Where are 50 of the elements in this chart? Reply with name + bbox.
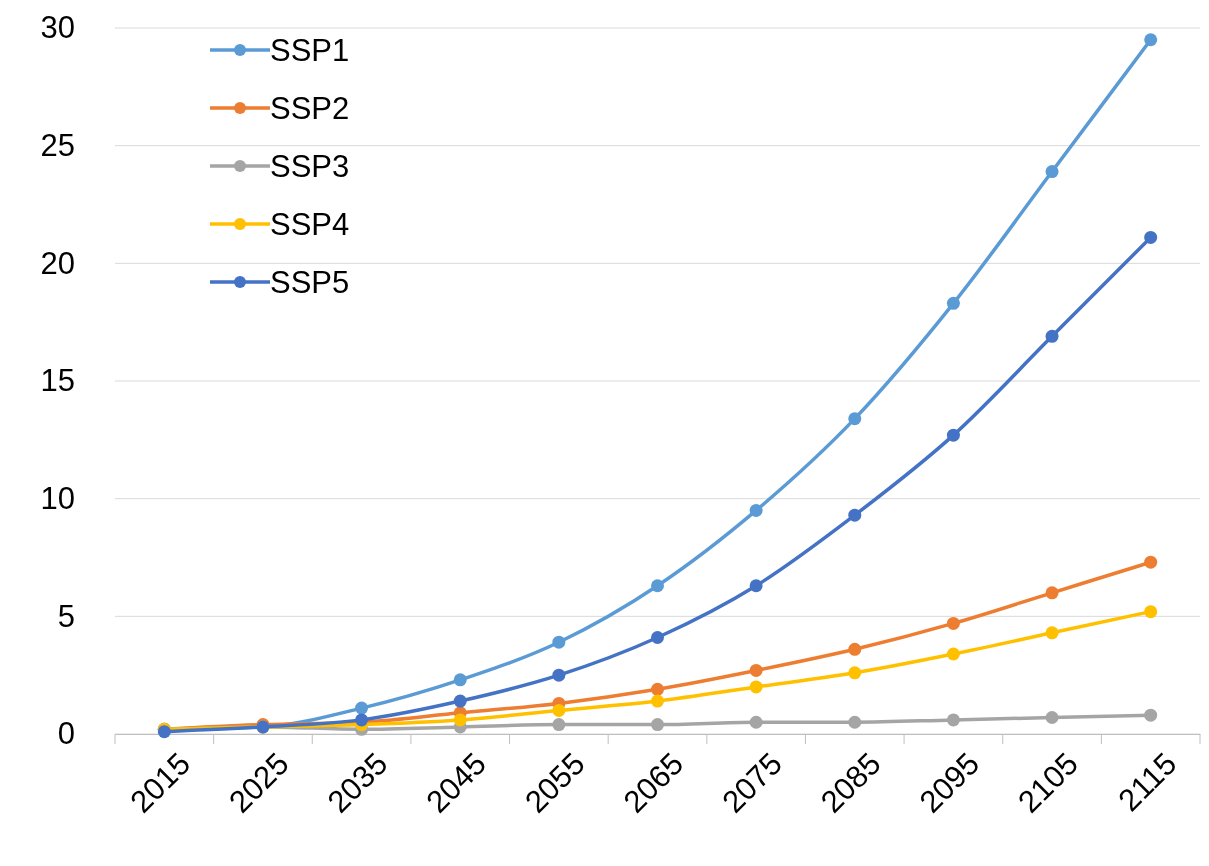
- legend-label: SSP5: [270, 264, 350, 300]
- y-tick-label: 15: [40, 363, 75, 399]
- legend-label: SSP1: [270, 32, 350, 68]
- point: [1045, 165, 1059, 179]
- point: [1045, 586, 1059, 600]
- y-tick-label: 25: [40, 128, 75, 164]
- point: [946, 428, 960, 442]
- point: [749, 680, 763, 694]
- point: [453, 694, 467, 708]
- point: [848, 508, 862, 522]
- y-tick-label: 30: [40, 10, 75, 46]
- point: [946, 647, 960, 661]
- legend-label: SSP2: [270, 90, 350, 126]
- point: [1045, 626, 1059, 640]
- point: [1045, 329, 1059, 343]
- point: [749, 663, 763, 677]
- point: [1144, 605, 1158, 619]
- legend-label: SSP3: [270, 148, 350, 184]
- point: [1045, 711, 1059, 725]
- y-tick-label: 5: [57, 598, 75, 634]
- point: [749, 503, 763, 517]
- point: [1144, 230, 1158, 244]
- y-tick-label: 0: [57, 716, 75, 752]
- point: [552, 703, 566, 717]
- point: [651, 694, 664, 708]
- point: [749, 715, 763, 729]
- point: [453, 673, 467, 687]
- point: [651, 682, 664, 696]
- point: [1144, 555, 1158, 569]
- point: [848, 642, 862, 656]
- legend-label: SSP4: [270, 206, 350, 242]
- point: [552, 718, 566, 732]
- point: [1144, 33, 1158, 47]
- point: [1144, 708, 1158, 722]
- point: [946, 713, 960, 727]
- point: [651, 718, 664, 732]
- point: [749, 579, 763, 593]
- point: [552, 668, 566, 682]
- point: [453, 713, 467, 727]
- point: [355, 701, 369, 715]
- point: [848, 666, 862, 680]
- point: [946, 616, 960, 630]
- point: [848, 412, 862, 426]
- point: [651, 579, 664, 593]
- point: [848, 715, 862, 729]
- y-tick-label: 20: [40, 245, 75, 281]
- point: [946, 296, 960, 310]
- y-tick-label: 10: [40, 481, 75, 517]
- point: [552, 635, 566, 649]
- point: [651, 631, 664, 645]
